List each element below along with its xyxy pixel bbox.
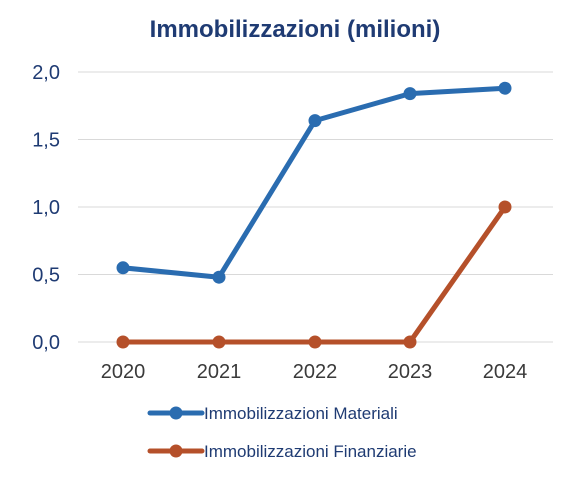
y-tick-label: 2,0 [32, 62, 60, 84]
grid-layer [78, 71, 553, 343]
x-tick-label: 2024 [483, 361, 528, 383]
y-tick-label: 1,5 [32, 130, 60, 152]
x-tick-label: 2020 [101, 361, 146, 383]
data-point [308, 335, 322, 349]
legend-swatch-marker [169, 406, 183, 420]
data-point [498, 200, 512, 214]
data-point [116, 261, 130, 275]
x-tick-label: 2021 [197, 361, 242, 383]
x-axis-ticks: 2020 2021 2022 2023 2024 [101, 361, 528, 383]
y-axis-ticks: 0,0 0,5 1,0 1,5 2,0 [32, 62, 60, 354]
legend-item: Immobilizzazioni Materiali [147, 404, 398, 423]
y-tick-label: 0,0 [32, 332, 60, 354]
legend-label: Immobilizzazioni Finanziarie [204, 442, 417, 461]
legend: Immobilizzazioni Materiali Immobilizzazio… [147, 404, 417, 461]
x-tick-label: 2023 [388, 361, 433, 383]
series-finanziarie [116, 200, 512, 349]
data-point [212, 270, 226, 284]
x-tick-label: 2022 [293, 361, 338, 383]
series-layer [116, 81, 512, 349]
data-point [212, 335, 226, 349]
y-tick-label: 0,5 [32, 265, 60, 287]
legend-item: Immobilizzazioni Finanziarie [147, 442, 417, 461]
data-point [403, 87, 417, 101]
chart-title: Immobilizzazioni (milioni) [150, 16, 441, 43]
series-materiali [116, 81, 512, 284]
data-point [116, 335, 130, 349]
y-tick-label: 1,0 [32, 197, 60, 219]
data-point [308, 114, 322, 128]
legend-label: Immobilizzazioni Materiali [204, 404, 398, 423]
data-point [403, 335, 417, 349]
legend-swatch-marker [169, 444, 183, 458]
data-point [498, 81, 512, 95]
